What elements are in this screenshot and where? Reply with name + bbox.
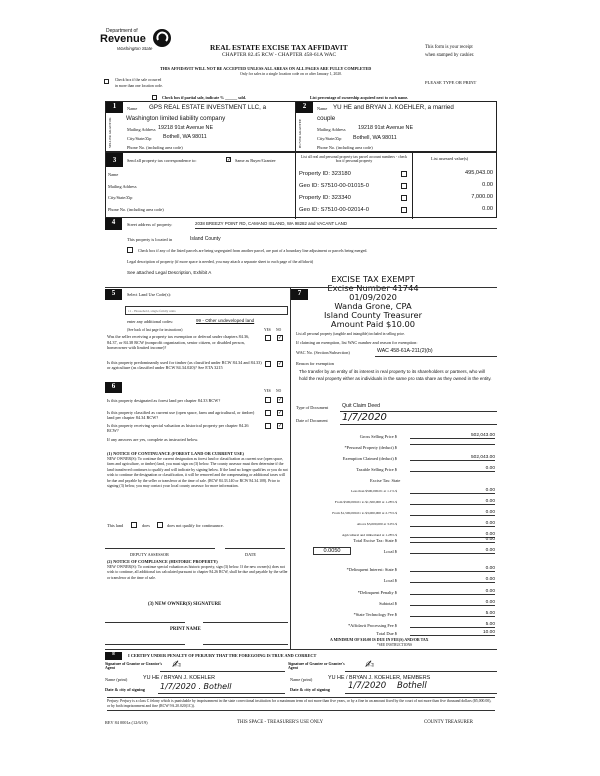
tax-row-value[interactable]: 0.00 (410, 600, 495, 606)
seller-name-field[interactable]: GPS REAL ESTATE INVESTMENT LLC, a (149, 104, 267, 111)
form-title: REAL ESTATE EXCISE TAX AFFIDAVIT (210, 43, 348, 52)
document-date-field[interactable]: 1/7/2020 (342, 412, 387, 423)
does-qualify-checkbox[interactable] (131, 522, 137, 528)
wac-number-field[interactable]: WAC 458-61A-211(2)(b) (377, 348, 433, 354)
personal-property-checkbox-1[interactable] (401, 171, 407, 177)
tax-row-value[interactable]: 0.00 (410, 537, 495, 543)
q2-no-checkbox[interactable]: ✓ (277, 361, 283, 367)
tax-row-value[interactable]: 0.00 (410, 466, 495, 472)
tax-row-value[interactable]: 0.00 (410, 589, 495, 595)
q1-no-checkbox[interactable]: ✓ (277, 335, 283, 341)
tax-row-label: From $1,500,000.01 to $3,000,000 at 2.75… (332, 511, 397, 515)
grantor-signature[interactable]: ✍ (172, 658, 182, 671)
assessed-value-2[interactable]: 0.00 (482, 182, 493, 188)
parcel-3[interactable]: Property ID: 323340 (299, 195, 351, 201)
tax-row-value[interactable]: 0.00 (410, 566, 495, 572)
tax-row-value[interactable]: 0.00 (410, 510, 495, 516)
partial-sale-checkbox[interactable] (152, 95, 157, 100)
grantee-signature[interactable]: ✍ (365, 658, 375, 671)
assessed-value-4[interactable]: 0.00 (482, 206, 493, 212)
tax-row-label: *Delinquent Interest: State $ (346, 567, 397, 572)
buyer-address-field[interactable]: 19218 91st Avenue NE (358, 125, 414, 131)
tax-row-label: Total Excise Tax: State $ (353, 538, 397, 543)
seller-section: 1 SELLER GRANTOR Name GPS REAL ESTATE IN… (105, 101, 296, 152)
exemption-reason-field[interactable]: The transfer by an entity of its interes… (299, 369, 492, 381)
grantor-date-city[interactable]: 1/7/2020 . Bothell (160, 682, 232, 691)
assessed-value-3[interactable]: 7,000.00 (471, 194, 493, 200)
does-not-qualify-checkbox[interactable] (157, 522, 163, 528)
form-subtitle: CHAPTER 82.45 RCW - CHAPTER 458-61A WAC (222, 52, 337, 58)
tax-row-value[interactable]: 0.00 (410, 521, 495, 527)
multi-location-checkbox[interactable] (104, 79, 109, 84)
tax-row-value[interactable]: 5.00 (410, 611, 495, 617)
same-as-buyer-checkbox[interactable]: ✓ (226, 157, 232, 163)
legal-description-field[interactable]: See attached Legal Description, Exhibit … (127, 270, 212, 275)
grantee-date-city[interactable]: 1/7/2020 Bothell (348, 681, 427, 691)
tax-row-label: From $500,000.01 to $1,500,000 at 1.28% … (334, 500, 397, 504)
tax-row-label: *State Technology Fee $ (353, 612, 397, 617)
buyer-section: 2 BUYER GRANTEE Name YU HE and BRYAN J. … (295, 101, 497, 152)
personal-property-checkbox-3[interactable] (401, 195, 407, 201)
exempt-stamp: EXCISE TAX EXEMPT Excise Number 41744 01… (323, 274, 423, 329)
tax-row-label: Gross Selling Price $ (359, 434, 397, 439)
tax-row-label: Total Due $ (376, 631, 397, 636)
tax-row-value[interactable]: 502,043.00 (410, 433, 495, 439)
tax-row-value[interactable]: 502,043.00 (410, 455, 495, 461)
q2-yes-checkbox[interactable] (265, 361, 271, 367)
local-rate-field[interactable]: 0.0050 (313, 547, 351, 555)
logo-mark-icon (153, 29, 171, 47)
parcel-2[interactable]: Geo ID: S7510-00-01015-0 (299, 183, 369, 189)
tax-row-value[interactable] (410, 444, 495, 445)
tax-row-label: *Affidavit Processing Fee $ (347, 623, 397, 628)
tax-row-label: Local $ (383, 578, 397, 583)
current-use-yes-checkbox[interactable] (265, 410, 271, 416)
tax-row-label: *Personal Property (deduct) $ (344, 445, 397, 450)
personal-property-checkbox-2[interactable] (401, 183, 407, 189)
tax-row-value[interactable]: 0.00 (410, 548, 495, 554)
segregated-checkbox[interactable] (127, 247, 133, 253)
forest-yes-checkbox[interactable] (265, 397, 271, 403)
document-type-field[interactable]: Quit Claim Deed (342, 403, 381, 409)
q1-yes-checkbox[interactable] (265, 335, 271, 341)
tax-row-value[interactable]: 0.00 (410, 577, 495, 583)
tax-row-label: Exemption Claimed (deduct) $ (342, 456, 397, 461)
grantee-print-name[interactable]: YU HE / BRYAN J. KOEHLER, MEMBERS (328, 675, 431, 681)
tax-row-label: Above $3,000,000 at 3.0% $ (356, 522, 397, 526)
tax-correspondence-section: 3 Send all property tax correspondence t… (105, 152, 497, 219)
buyer-city-field[interactable]: Bothell, WA 98011 (353, 135, 397, 141)
county-field[interactable]: Island County (190, 236, 221, 242)
seller-address-field[interactable]: 19218 91st Avenue NE (158, 125, 214, 131)
land-use-select[interactable]: 11 - Household, single family units (125, 306, 288, 315)
buyer-name-field[interactable]: YU HE and BRYAN J. KOEHLER, a married (333, 104, 454, 111)
tax-row-value[interactable]: 0.00 (410, 499, 495, 505)
parcel-1[interactable]: Property ID: 323180 (299, 171, 351, 177)
forest-no-checkbox[interactable]: ✓ (277, 397, 283, 403)
street-address-field[interactable]: 2038 BREEZY POINT RD, CAMANO ISLAND, WA … (195, 221, 348, 226)
tax-row-label: *Delinquent Penalty $ (357, 590, 397, 595)
tax-row-label: Taxable Selling Price $ (356, 467, 397, 472)
personal-property-checkbox-4[interactable] (401, 207, 407, 213)
grantor-print-name[interactable]: YU HE / BRYAN J. KOEHLER (143, 675, 215, 681)
tax-row-label: Excise Tax: State (370, 478, 401, 483)
tax-row-label: Agricultural and timberland at 1.28% $ (341, 533, 397, 537)
seller-city-field[interactable]: Bothell, WA 98011 (163, 134, 207, 140)
historic-yes-checkbox[interactable] (265, 423, 271, 429)
parcel-4[interactable]: Geo ID: S7510-00-02014-0 (299, 207, 369, 213)
current-use-no-checkbox[interactable]: ✓ (277, 410, 283, 416)
tax-row-value[interactable]: 5.00 (410, 622, 495, 628)
historic-no-checkbox[interactable]: ✓ (277, 423, 283, 429)
tax-row-value[interactable]: 10.00 (410, 630, 495, 636)
tax-row-label: Local $ (383, 549, 397, 554)
tax-row-value[interactable]: 0.00 (410, 488, 495, 494)
assessed-value-1[interactable]: 495,043.00 (465, 170, 493, 176)
dor-logo: Department of Revenue Washington State (100, 28, 175, 58)
tax-row-label: Subtotal $ (379, 601, 397, 606)
tax-row-label: Less than $500,000.01 at 1.1% $ (351, 489, 397, 493)
warning-line: THIS AFFIDAVIT WILL NOT BE ACCEPTED UNLE… (160, 66, 372, 71)
additional-codes-field[interactable]: 99 - Other undeveloped land (196, 318, 255, 323)
tax-row-value[interactable]: 0.00 (410, 532, 495, 538)
